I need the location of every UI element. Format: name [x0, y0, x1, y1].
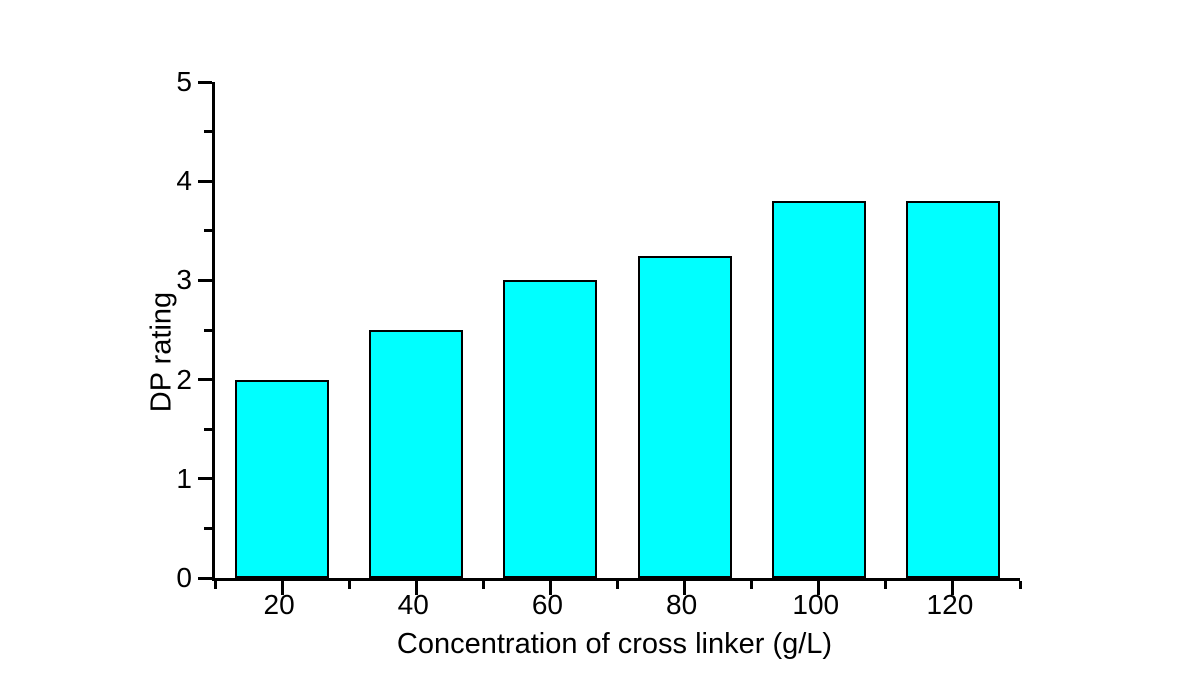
- y-tick: [204, 427, 212, 431]
- y-tick: [198, 278, 212, 282]
- x-tick: [280, 581, 284, 595]
- y-tick: [204, 526, 212, 530]
- x-tick: [884, 581, 888, 589]
- y-tick: [198, 378, 212, 382]
- y-tick: [204, 229, 212, 233]
- y-tick-label: 0: [176, 562, 192, 593]
- x-tick: [616, 581, 619, 589]
- y-tick-label: 2: [176, 363, 192, 395]
- bar-60: [503, 280, 598, 578]
- x-tick-label: 60: [531, 589, 563, 620]
- x-tick: [1018, 581, 1022, 589]
- x-tick: [347, 581, 351, 589]
- y-tick: [198, 576, 212, 580]
- x-tick: [817, 581, 821, 595]
- x-tick-label: 20: [263, 589, 295, 620]
- x-tick: [548, 581, 552, 595]
- x-tick: [414, 581, 418, 595]
- bar-100: [771, 201, 866, 578]
- bar-80: [637, 255, 732, 578]
- x-tick-label: 80: [666, 589, 698, 620]
- x-tick-label: 100: [792, 589, 840, 620]
- y-tick: [204, 328, 212, 332]
- plot-area: [198, 80, 1022, 595]
- y-tick: [198, 80, 212, 84]
- y-tick-label: 3: [176, 264, 192, 296]
- y-tick-label: 4: [176, 165, 192, 197]
- y-tick: [198, 179, 212, 183]
- x-tick-label: 40: [397, 589, 429, 620]
- bar-120: [905, 201, 1000, 578]
- y-axis-title: DP rating: [145, 291, 178, 413]
- x-tick: [683, 581, 687, 595]
- x-tick: [951, 581, 955, 595]
- x-tick: [481, 581, 485, 589]
- y-tick: [204, 130, 212, 134]
- y-tick-label: 1: [176, 462, 192, 494]
- x-tick: [750, 581, 754, 589]
- x-axis-title: Concentration of cross linker (g/L): [396, 628, 833, 660]
- x-tick: [213, 581, 217, 589]
- y-tick-label: 5: [176, 66, 192, 97]
- x-tick-label: 120: [926, 589, 974, 620]
- bar-40: [369, 330, 464, 578]
- bar-20: [235, 379, 330, 578]
- y-tick: [198, 477, 212, 481]
